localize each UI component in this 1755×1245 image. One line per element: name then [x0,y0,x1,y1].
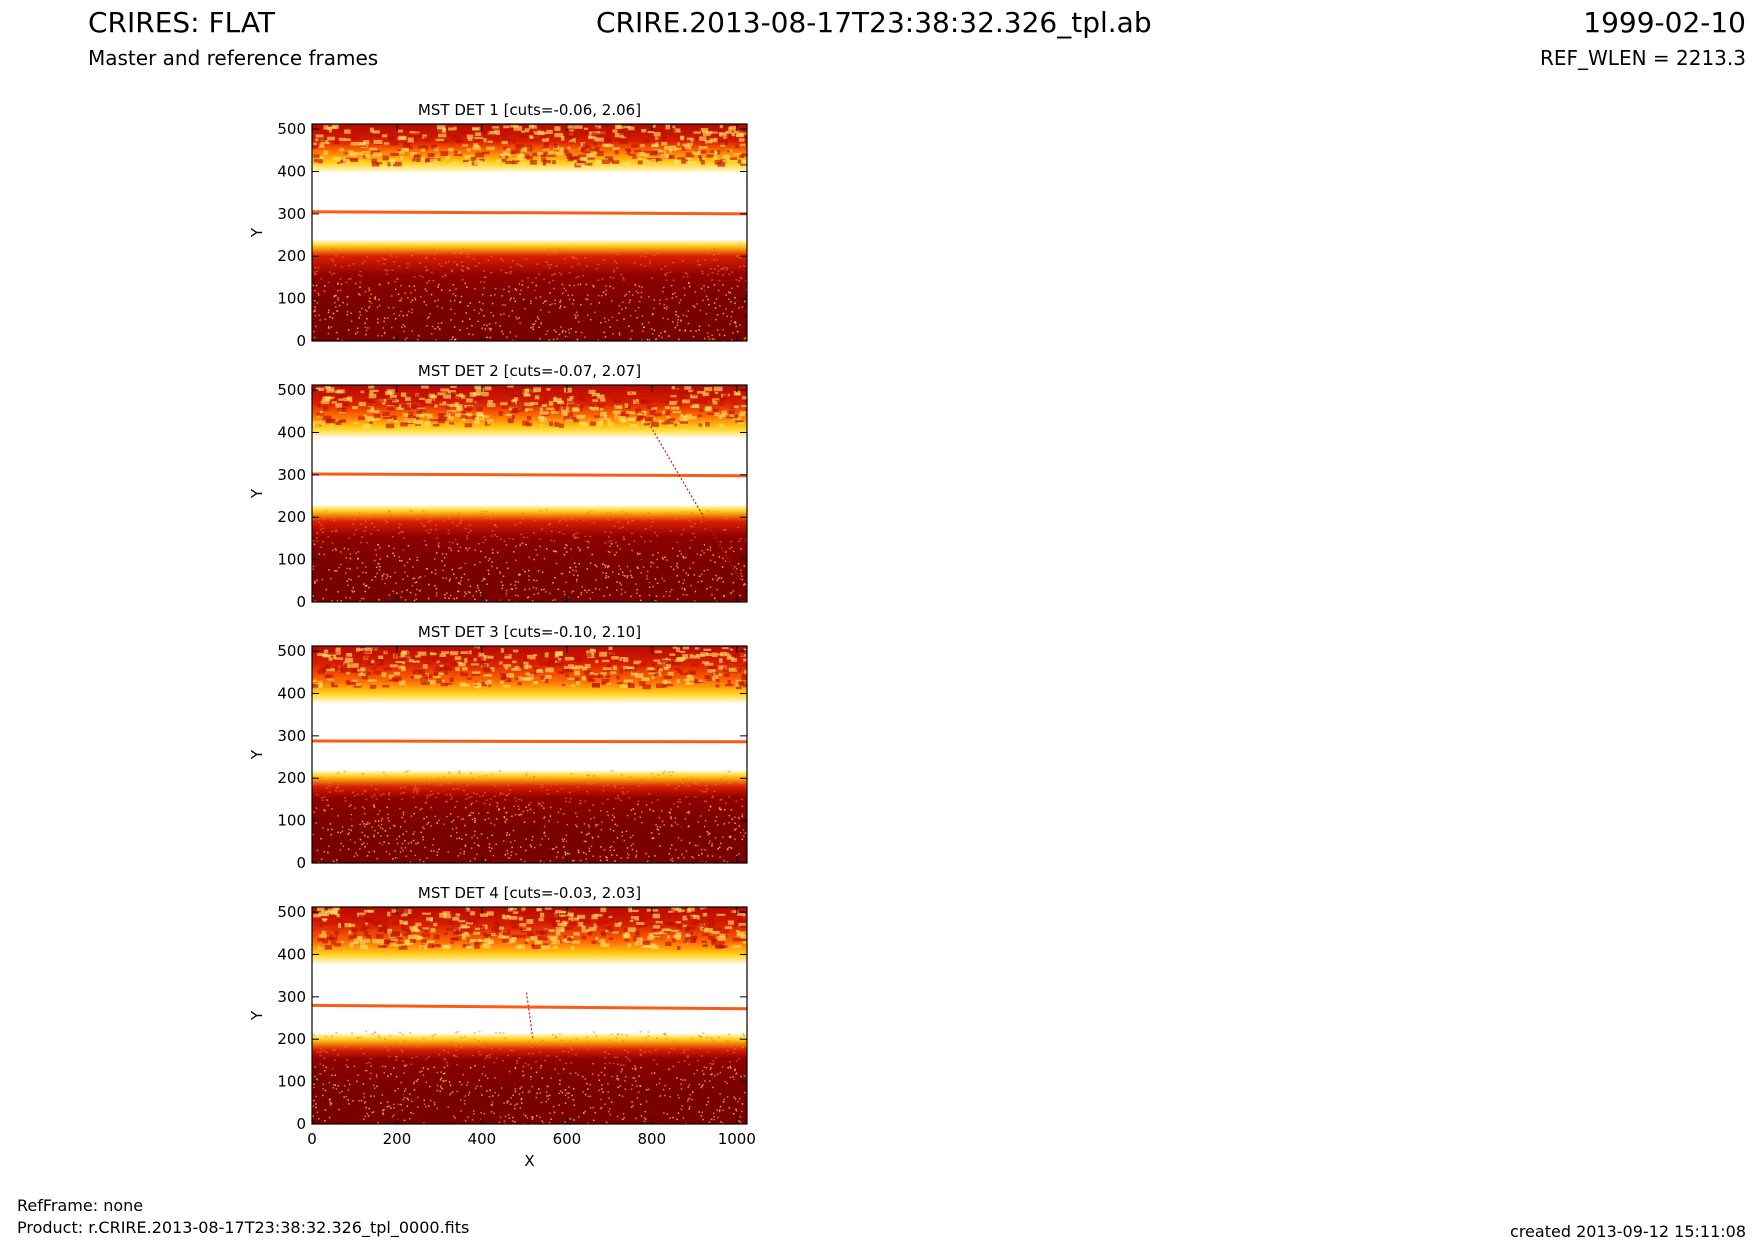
y-tick-label: 200 [277,508,306,526]
y-tick-label: 100 [277,1073,306,1091]
x-tick-label: 1000 [718,1130,756,1148]
panel-title-2: MST DET 2 [cuts=-0.07, 2.07] [418,362,641,380]
y-axis-label: Y [248,488,266,499]
y-tick-label: 100 [277,812,306,830]
panel-title-4: MST DET 4 [cuts=-0.03, 2.03] [418,884,641,902]
product-label: Product: r.CRIRE.2013-08-17T23:38:32.326… [17,1218,470,1237]
y-tick-label: 100 [277,551,306,569]
ref-frame-label: RefFrame: none [17,1196,144,1215]
y-axis-label: Y [248,749,266,760]
y-tick-label: 100 [277,290,306,308]
y-tick-label: 300 [277,988,306,1006]
y-tick-label: 400 [277,945,306,963]
observation-date: 1999-02-10 [1583,6,1746,39]
y-tick-label: 0 [296,332,306,350]
cosmic-streak-2 [625,385,742,582]
trace-line-2 [312,472,747,478]
heatmap-image-3 [312,646,747,863]
x-tick-label: 200 [383,1130,412,1148]
plot-frame-1 [311,123,748,342]
y-tick-label: 500 [277,120,306,138]
y-tick-label: 0 [296,1115,306,1133]
x-tick-label: 0 [307,1130,317,1148]
file-name: CRIRE.2013-08-17T23:38:32.326_tpl.ab [596,6,1152,39]
x-tick-label: 600 [553,1130,582,1148]
y-tick-label: 0 [296,593,306,611]
page-subtitle: Master and reference frames [88,46,379,70]
heatmap-image-4 [312,907,747,1124]
y-tick-label: 500 [277,381,306,399]
x-tick-label: 400 [468,1130,497,1148]
trace-line-1 [312,210,747,216]
y-tick-label: 200 [277,1030,306,1048]
page-title: CRIRES: FLAT [88,6,275,39]
panel-title-3: MST DET 3 [cuts=-0.10, 2.10] [418,623,641,641]
y-tick-label: 300 [277,466,306,484]
plot-frame-2 [311,384,748,603]
y-tick-label: 200 [277,247,306,265]
ref-wavelength: REF_WLEN = 2213.3 [1539,46,1746,70]
y-tick-label: 300 [277,205,306,223]
plot-frame-3 [311,645,748,864]
y-tick-label: 500 [277,642,306,660]
y-tick-label: 300 [277,727,306,745]
y-axis-label: Y [248,1010,266,1021]
y-tick-label: 500 [277,903,306,921]
y-axis-label: Y [248,227,266,238]
x-axis-label: X [524,1152,534,1170]
y-tick-label: 200 [277,769,306,787]
y-tick-label: 400 [277,423,306,441]
created-timestamp: created 2013-09-12 15:11:08 [1510,1222,1746,1241]
panel-title-1: MST DET 1 [cuts=-0.06, 2.06] [418,101,641,119]
heatmap-image-2 [312,385,747,602]
y-tick-label: 0 [296,854,306,872]
x-tick-label: 800 [638,1130,667,1148]
y-tick-label: 400 [277,162,306,180]
trace-line-4 [312,1003,747,1011]
trace-line-3 [312,739,747,744]
heatmap-image-1 [312,124,747,341]
y-tick-label: 400 [277,684,306,702]
plot-frame-4 [311,906,748,1125]
